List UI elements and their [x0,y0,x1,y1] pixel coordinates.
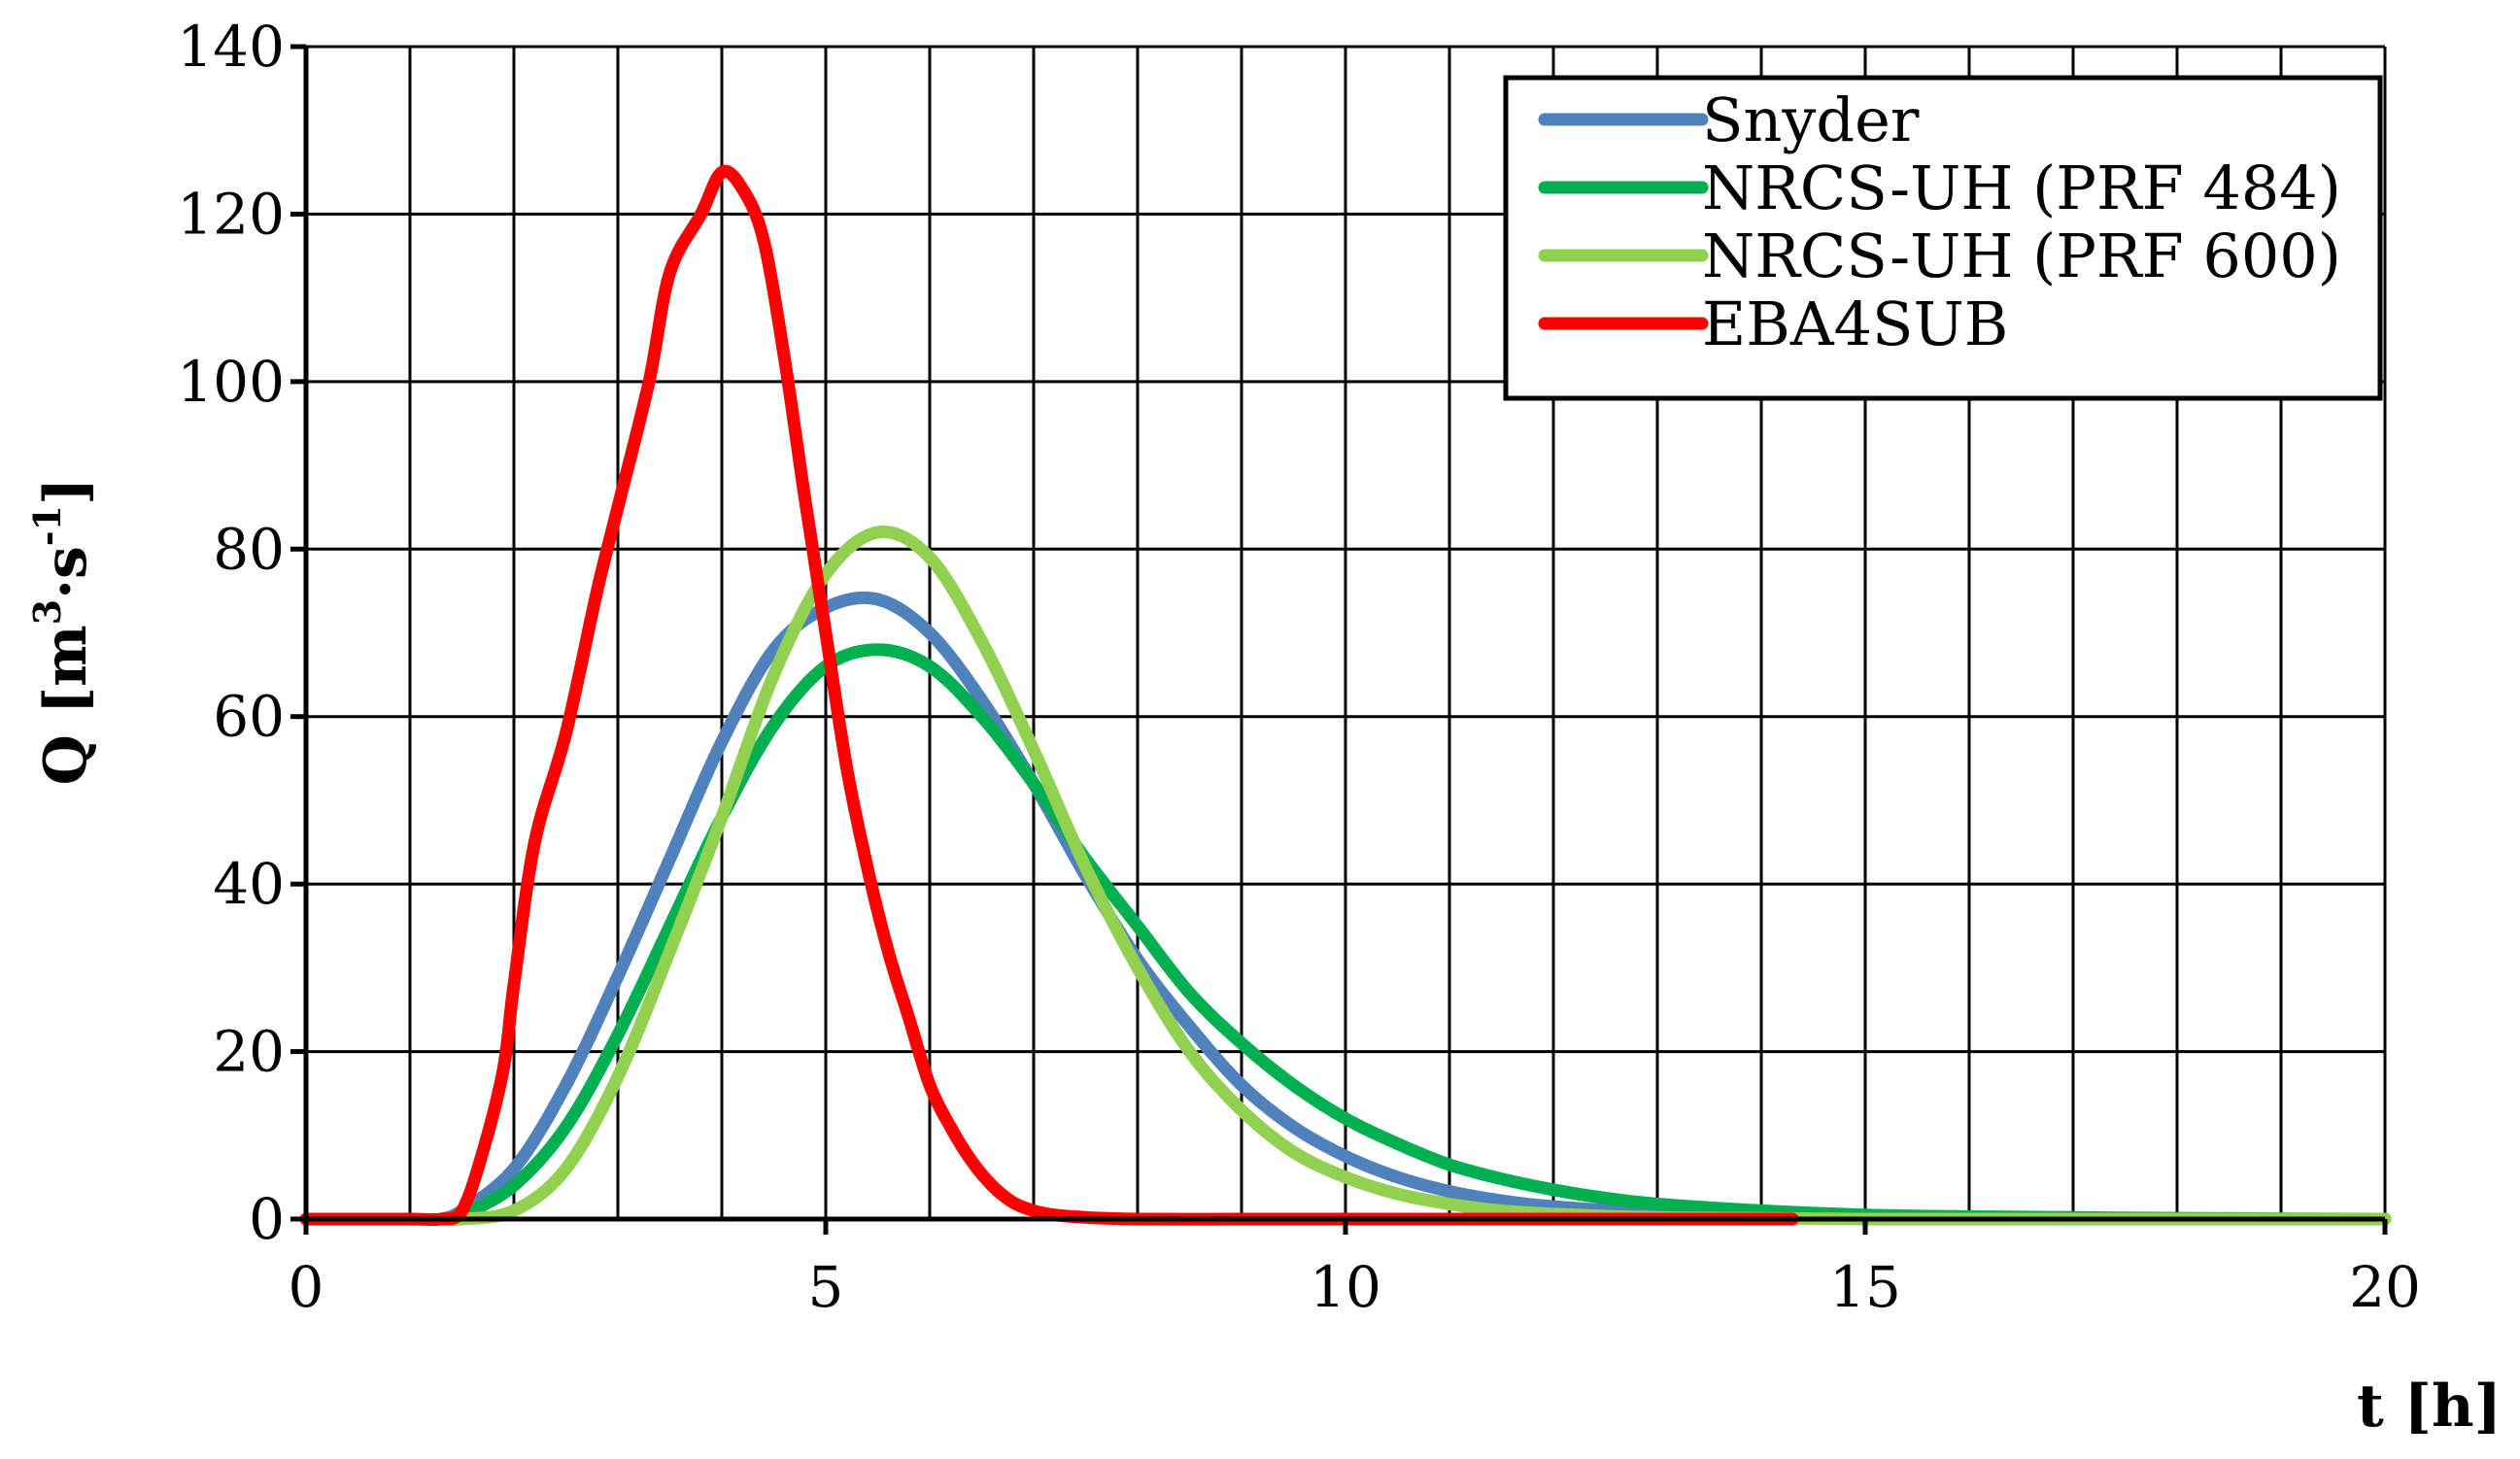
y-axis-title: Q [m3·s-1] [25,478,100,786]
x-tick-label: 0 [289,1254,324,1320]
series-line-2 [434,643,2392,1226]
x-tick-label: 15 [1829,1254,1901,1320]
y-axis-title-main: Q [m [32,625,100,785]
x-tick-label: 20 [2349,1254,2421,1320]
y-axis-title-mid: ·s [32,546,100,599]
series-line-1 [434,591,2392,1226]
y-tick-label: 0 [249,1186,285,1252]
legend-box [1503,75,2383,401]
legend-label: NRCS-UH (PRF 600) [1702,221,2341,291]
x-tick-label: 5 [808,1254,844,1320]
y-tick-label: 80 [213,516,285,582]
y-tick-label: 140 [177,14,285,80]
series-line-3 [434,526,2392,1227]
legend-label: EBA4SUB [1702,288,2008,359]
legend-label: NRCS-UH (PRF 484) [1702,153,2341,223]
tick-labels: 0 5 10 15 20 0 20 40 60 80 100 120 140 [177,14,2421,1320]
x-axis-title: t [h] [2357,1373,2502,1441]
axes [290,44,2388,1235]
y-axis-title-sup2: -1 [25,505,69,546]
y-tick-label: 40 [213,851,285,917]
y-axis-title-sup1: 3 [25,599,69,625]
y-tick-label: 20 [213,1019,285,1085]
y-tick-label: 100 [177,349,285,415]
y-tick-label: 120 [177,181,285,247]
y-axis-title-end: ] [32,478,100,505]
y-tick-label: 60 [213,684,285,750]
legend-label: Snyder [1702,85,1920,155]
x-tick-label: 10 [1310,1254,1381,1320]
